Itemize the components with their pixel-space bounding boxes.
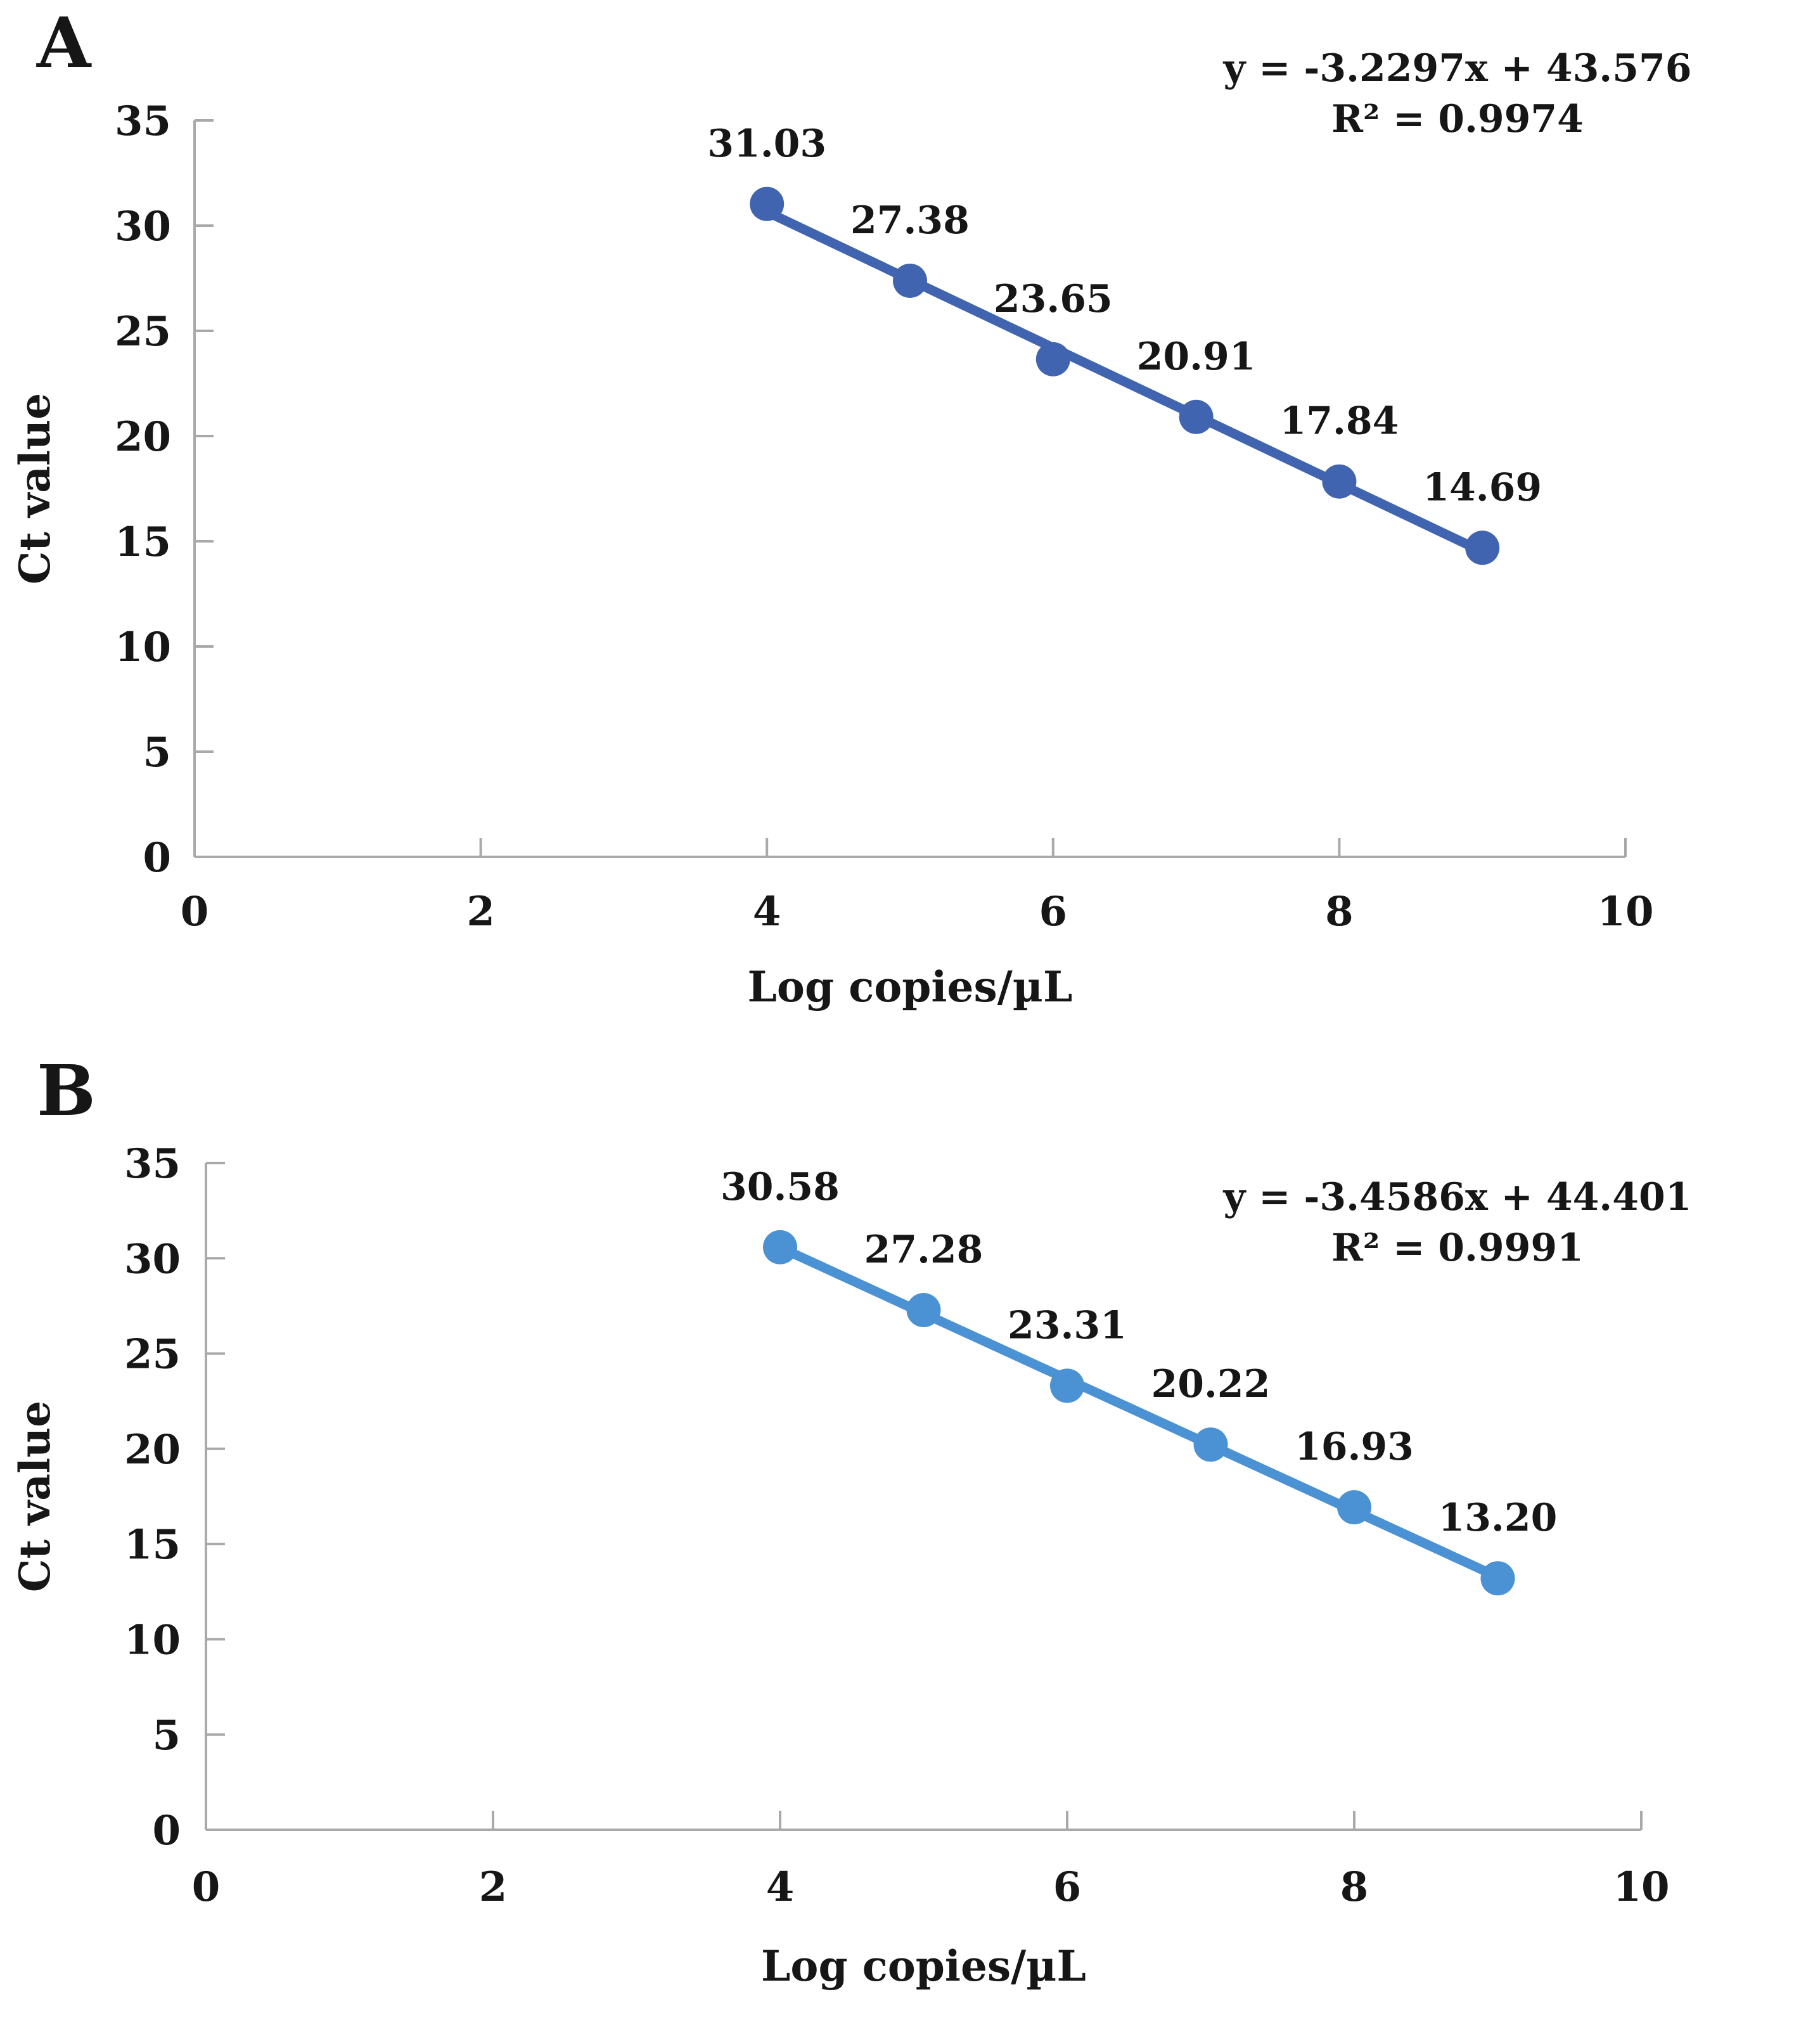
panel-letter: A [36,2,92,84]
r-squared-text: R² = 0.9974 [1331,97,1584,141]
x-axis-title: Log copies/µL [761,1941,1086,1991]
equation-text: y = -3.2297x + 43.576 [1223,46,1692,91]
x-tick-label: 8 [1325,888,1354,935]
x-tick-label: 0 [192,1863,221,1911]
trendline [775,1242,1503,1582]
data-point [1337,1490,1371,1525]
x-tick-label: 0 [181,888,209,935]
data-point [1465,530,1500,565]
y-tick-label: 20 [115,413,171,461]
data-point [1179,399,1214,434]
x-tick-label: 6 [1039,888,1068,935]
x-tick-label: 4 [766,1863,795,1911]
data-point [763,1230,797,1264]
y-tick-label: 15 [124,1521,181,1569]
y-tick-label: 35 [115,98,171,145]
data-point-label: 31.03 [707,122,826,166]
trendline [762,207,1487,556]
y-tick-label: 35 [124,1140,181,1188]
y-tick-label: 5 [152,1712,181,1759]
data-point-label: 27.28 [864,1228,984,1272]
panel-letter: B [37,1050,96,1131]
data-point [750,186,785,221]
y-tick-label: 10 [124,1616,181,1664]
data-point [1035,342,1070,376]
y-tick-label: 5 [143,729,171,776]
panel-b-chart: By = -3.4586x + 44.401 R² = 0.9991 0 5 10 15 2… [10,1050,1692,1991]
data-point [1193,1427,1228,1462]
y-axis-title: Ct value [10,393,60,584]
data-point [906,1293,941,1328]
y-axis-title: Ct value [10,1401,60,1592]
data-point-label: 14.69 [1423,465,1542,510]
x-tick-label: 6 [1053,1863,1082,1911]
data-point-label: 20.91 [1137,335,1256,379]
x-axis-title: Log copies/µL [748,962,1073,1012]
r-squared-text: R² = 0.9991 [1331,1226,1584,1270]
data-point [1322,464,1357,499]
data-point [1480,1561,1515,1596]
y-tick-label: 0 [143,834,171,882]
y-tick-label: 10 [115,624,171,671]
y-tick-label: 20 [124,1426,181,1474]
data-point-label: 13.20 [1439,1496,1558,1540]
x-tick-label: 8 [1340,1863,1369,1911]
x-tick-label: 2 [479,1863,508,1911]
data-point-label: 16.93 [1295,1425,1414,1469]
data-point-label: 20.22 [1151,1362,1271,1406]
equation-text: y = -3.4586x + 44.401 [1223,1175,1692,1219]
data-point-label: 23.65 [994,277,1113,321]
data-point-label: 17.84 [1279,399,1399,444]
x-tick-label: 10 [1597,888,1653,935]
y-tick-label: 30 [124,1235,181,1283]
data-point-label: 23.31 [1008,1303,1127,1347]
y-tick-label: 25 [124,1331,181,1379]
y-tick-label: 15 [115,518,171,566]
data-point [1050,1368,1084,1403]
data-point-label: 30.58 [721,1165,840,1209]
data-point-label: 27.38 [850,198,970,243]
x-tick-label: 10 [1613,1863,1669,1911]
y-tick-label: 30 [115,203,171,250]
y-tick-label: 25 [115,308,171,356]
data-point [893,263,927,298]
y-tick-label: 0 [152,1807,181,1855]
x-tick-label: 4 [753,888,781,935]
x-tick-label: 2 [466,888,495,935]
